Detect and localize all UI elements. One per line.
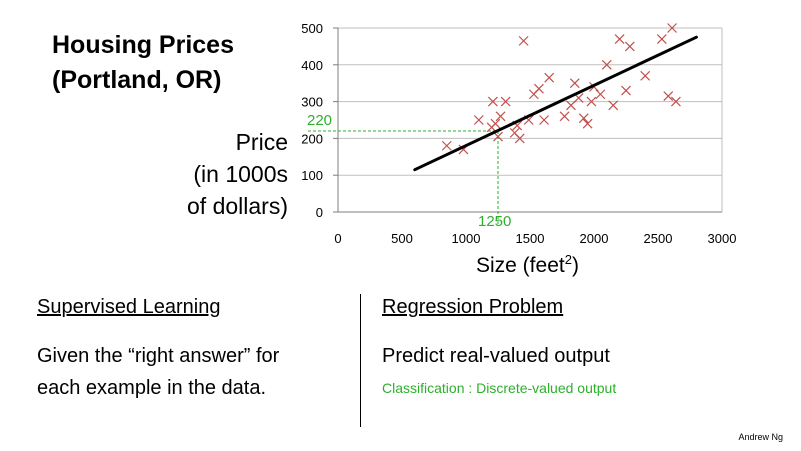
y-tick-label: 500	[301, 21, 323, 36]
left-body-line-2: each example in the data.	[37, 377, 267, 399]
data-point	[514, 133, 525, 144]
data-point	[621, 85, 631, 96]
x-tick-label: 1500	[516, 231, 545, 246]
data-point	[601, 59, 612, 70]
y-axis-label: Price (in 1000s of dollars)	[148, 126, 288, 222]
y-axis-label-line-1: Price	[235, 129, 288, 155]
data-point	[487, 96, 498, 107]
data-point	[473, 115, 484, 125]
right-heading: Regression Problem	[382, 296, 564, 318]
slide-title: Housing Prices (Portland, OR)	[52, 28, 234, 98]
x-tick-label: 2000	[580, 231, 609, 246]
x-axis-label-text: Size (feet	[476, 254, 565, 277]
y-axis-label-line-2: (in 1000s	[193, 161, 288, 187]
annotation-x-label: 1250	[478, 213, 511, 230]
data-point	[578, 113, 589, 124]
data-point	[518, 35, 529, 46]
data-point	[441, 140, 452, 151]
y-tick-label: 300	[301, 95, 323, 110]
data-point	[534, 83, 544, 94]
x-tick-label: 2500	[644, 231, 673, 246]
data-point	[544, 72, 555, 83]
x-tick-label: 0	[334, 231, 341, 246]
data-point	[663, 91, 674, 102]
x-axis-label-superscript: 2	[564, 252, 572, 267]
x-axis-label-close: )	[571, 254, 579, 277]
x-tick-label: 3000	[708, 231, 737, 246]
data-point	[670, 96, 681, 107]
data-point	[614, 34, 625, 44]
data-point	[640, 70, 651, 81]
data-point	[667, 23, 678, 33]
credit: Andrew Ng	[738, 432, 783, 442]
fit-line	[413, 35, 698, 172]
y-axis-label-line-3: of dollars)	[187, 193, 288, 219]
right-body: Predict real-valued output	[382, 345, 610, 367]
data-point	[656, 34, 667, 44]
data-point	[582, 118, 593, 129]
data-point	[569, 78, 580, 89]
data-point	[495, 111, 506, 122]
data-point	[566, 100, 576, 111]
left-heading: Supervised Learning	[37, 296, 221, 318]
data-point	[500, 96, 511, 107]
data-point	[490, 118, 501, 129]
y-tick-label: 400	[301, 58, 323, 73]
x-tick-label: 500	[391, 231, 413, 246]
title-line-1: Housing Prices	[52, 31, 234, 59]
x-tick-label: 1000	[452, 231, 481, 246]
left-body-line-1: Given the “right answer” for	[37, 345, 280, 367]
y-tick-label: 0	[316, 205, 323, 220]
left-body: Given the “right answer” for each exampl…	[37, 340, 279, 404]
y-tick-label: 100	[301, 168, 323, 183]
data-point	[624, 41, 635, 52]
data-point	[608, 100, 619, 111]
data-point	[539, 115, 550, 125]
annotation-y-label: 220	[307, 112, 332, 129]
data-point	[595, 89, 606, 100]
data-point	[586, 96, 597, 107]
right-note: Classification : Discrete-valued output	[382, 380, 617, 396]
x-axis-label: Size (feet2)	[476, 252, 579, 278]
y-tick-label: 200	[301, 131, 323, 146]
data-point	[559, 111, 570, 122]
title-line-2: (Portland, OR)	[52, 66, 222, 94]
column-divider	[360, 294, 361, 427]
